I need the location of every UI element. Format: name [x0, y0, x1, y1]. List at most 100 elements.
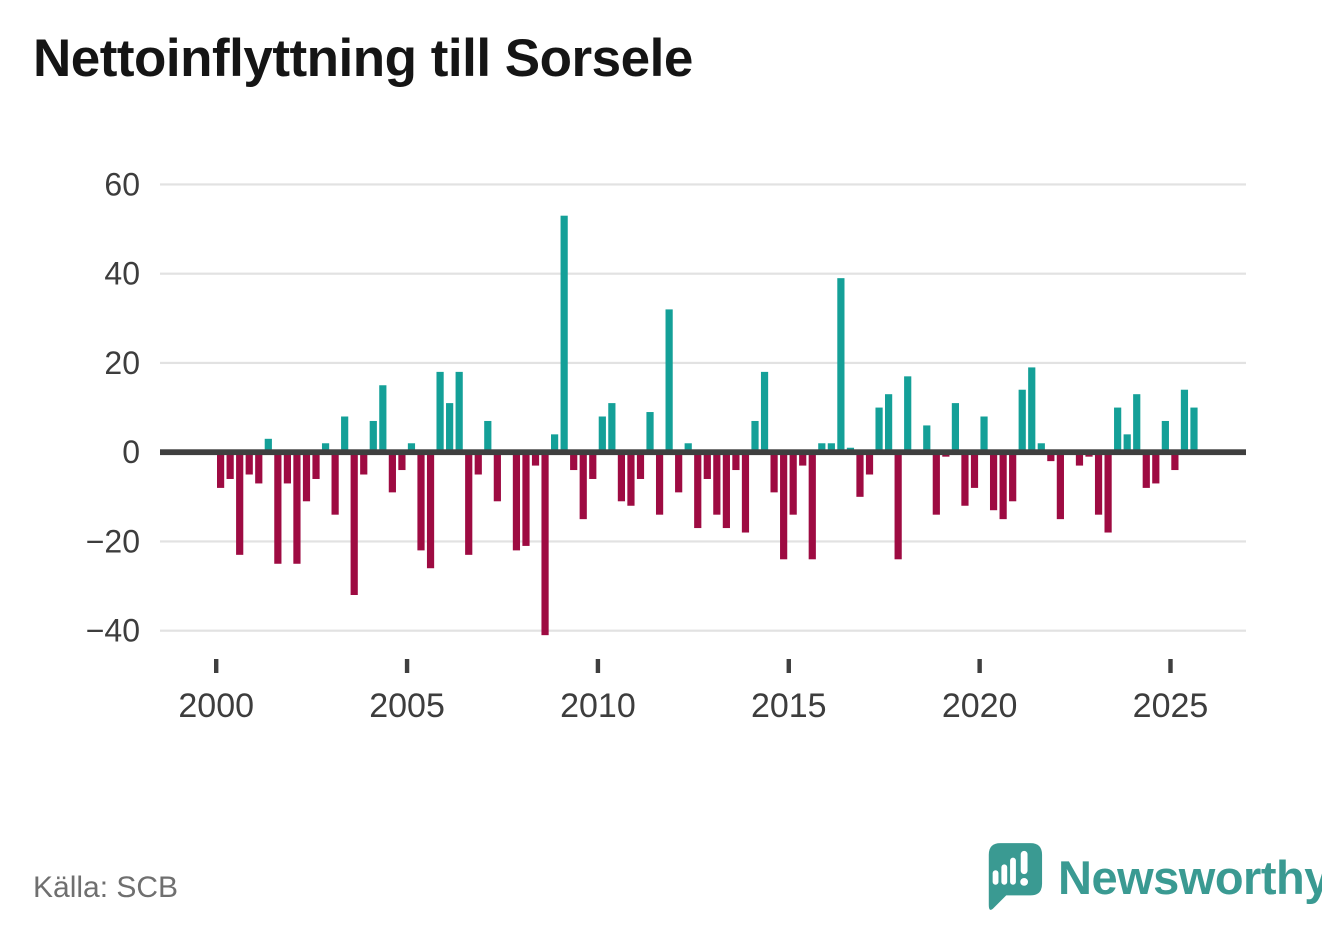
bar-2020Q2 — [989, 452, 998, 511]
bar-2024Q3 — [1152, 452, 1160, 484]
newsworthy-wordmark: Newsworthy — [1058, 850, 1322, 904]
gridline-60 — [160, 183, 1246, 186]
bar-2004Q4 — [398, 452, 406, 471]
bar-2015Q1 — [789, 452, 797, 515]
bar-2013Q3 — [732, 452, 740, 471]
bar-2010Q2 — [608, 403, 616, 453]
bar-2016Q2 — [837, 278, 845, 453]
gridline-20 — [160, 361, 1246, 365]
bar-2025Q2 — [1180, 389, 1189, 453]
source-label: Källa: SCB — [33, 871, 179, 904]
newsworthy-logo: Newsworthy — [982, 841, 1322, 913]
bar-2015Q3 — [808, 452, 816, 560]
bar-2019Q3 — [961, 452, 969, 506]
bar-2009Q3 — [579, 452, 587, 520]
bar-2008Q1 — [522, 452, 530, 546]
bar-2024Q1 — [1133, 394, 1141, 453]
bar-2024Q4 — [1161, 420, 1169, 453]
bar-2000Q4 — [245, 452, 253, 475]
bar-2023Q4 — [1123, 434, 1131, 453]
bar-2023Q3 — [1114, 407, 1122, 453]
bar-2014Q3 — [770, 452, 778, 493]
y-axis-label-0: 0 — [122, 434, 140, 470]
bar-2022Q1 — [1056, 452, 1064, 520]
bar-2012Q2 — [684, 443, 692, 453]
bar-2025Q3 — [1190, 407, 1198, 453]
bar-2006Q2 — [455, 371, 463, 453]
bar-2023Q1 — [1094, 452, 1103, 515]
bar-2019Q2 — [951, 403, 960, 453]
bar-2001Q3 — [274, 452, 282, 564]
bar-2012Q4 — [703, 452, 711, 479]
bar-2018Q3 — [923, 425, 931, 453]
bar-2002Q2 — [302, 452, 311, 502]
bar-2013Q2 — [722, 452, 730, 529]
bar-2010Q4 — [627, 452, 635, 506]
y-axis-label-60: 60 — [104, 166, 140, 202]
x-tick-2010 — [595, 659, 601, 673]
x-tick-2025 — [1168, 659, 1173, 673]
bar-2006Q3 — [465, 452, 473, 555]
bar-2012Q3 — [694, 452, 702, 529]
bar-2023Q2 — [1104, 452, 1112, 533]
bar-2014Q4 — [780, 452, 788, 560]
bar-2025Q1 — [1171, 452, 1179, 471]
bar-2020Q4 — [1009, 452, 1017, 502]
bar-2010Q1 — [598, 416, 606, 453]
bar-2019Q4 — [970, 452, 979, 488]
x-tick-2020 — [977, 659, 982, 673]
zero-line — [160, 449, 1246, 456]
bar-2015Q4 — [818, 443, 826, 453]
y-axis-label-20: 20 — [104, 345, 140, 381]
bar-2017Q4 — [894, 452, 902, 560]
bar-2016Q1 — [827, 443, 835, 453]
chart-title: Nettoinflyttning till Sorsele — [33, 29, 693, 88]
bar-2024Q2 — [1142, 452, 1150, 488]
bar-2006Q4 — [474, 452, 482, 475]
gridline--40 — [160, 629, 1246, 632]
bar-2018Q1 — [904, 376, 912, 453]
bar-2013Q1 — [713, 452, 721, 515]
bar-2007Q1 — [484, 420, 492, 453]
x-axis-label-2005: 2005 — [369, 687, 445, 725]
bar-2000Q2 — [226, 452, 234, 479]
bar-2000Q3 — [236, 452, 244, 555]
bar-2016Q4 — [856, 452, 864, 497]
bar-2001Q2 — [264, 438, 272, 453]
bar-2021Q2 — [1028, 367, 1036, 453]
gridline--20 — [160, 540, 1246, 543]
bar-2020Q1 — [980, 416, 988, 453]
x-tick-2000 — [214, 659, 219, 673]
bar-2017Q3 — [885, 394, 893, 453]
bar-2006Q1 — [446, 403, 454, 453]
x-tick-2015 — [786, 659, 791, 673]
y-axis-label-40: 40 — [104, 256, 140, 292]
bar-2021Q3 — [1037, 443, 1045, 453]
x-tick-2005 — [404, 659, 410, 673]
bar-2009Q1 — [560, 215, 568, 453]
y-axis-label--40: −40 — [86, 613, 140, 649]
bar-2010Q3 — [617, 452, 626, 502]
bar-2005Q1 — [407, 443, 416, 453]
x-axis-label-2000: 2000 — [178, 687, 254, 725]
bar-2011Q4 — [665, 309, 673, 453]
bar-2004Q2 — [379, 385, 387, 453]
bar-2015Q2 — [799, 452, 807, 466]
bar-2007Q4 — [512, 452, 521, 551]
bar-2014Q2 — [760, 371, 769, 453]
bar-2011Q1 — [636, 452, 645, 479]
bar-2009Q4 — [589, 452, 597, 479]
bar-2018Q4 — [932, 452, 940, 515]
bar-2011Q3 — [655, 452, 664, 515]
bar-2017Q2 — [875, 407, 883, 453]
bar-2004Q1 — [369, 420, 377, 453]
bar-2022Q3 — [1075, 452, 1084, 466]
bar-2005Q4 — [436, 371, 444, 453]
bar-2003Q2 — [341, 416, 349, 453]
x-axis-label-2015: 2015 — [751, 687, 827, 725]
bar-2001Q4 — [283, 452, 291, 484]
bar-2003Q3 — [350, 452, 358, 595]
bar-2008Q4 — [551, 434, 559, 453]
bar-2002Q1 — [293, 452, 301, 564]
